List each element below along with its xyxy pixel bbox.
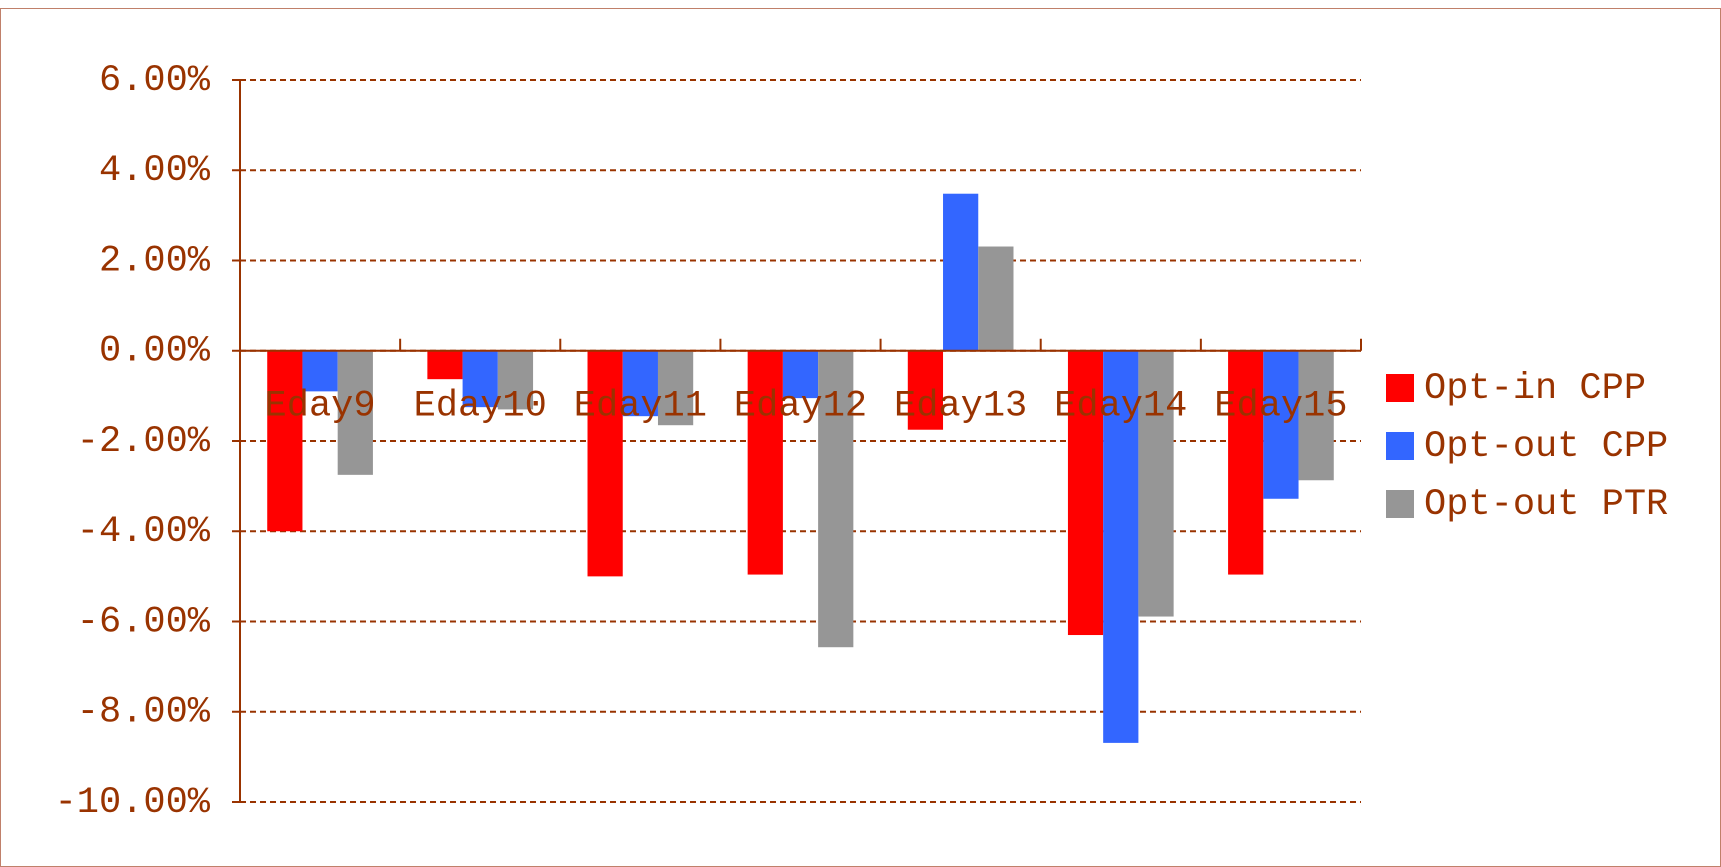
x-tick-label: Eday11 bbox=[574, 386, 707, 428]
y-tick-label: 4.00% bbox=[99, 150, 211, 192]
y-tick-label: 2.00% bbox=[99, 240, 211, 282]
bar bbox=[1263, 350, 1299, 499]
x-tick-label: Eday12 bbox=[734, 386, 867, 428]
y-tick-label: -10.00% bbox=[55, 782, 211, 824]
y-tick-label: -2.00% bbox=[77, 421, 211, 463]
bar bbox=[622, 350, 658, 417]
x-tick-label: Eday14 bbox=[1054, 386, 1187, 428]
legend-label: Opt-in CPP bbox=[1424, 368, 1646, 410]
bar bbox=[782, 350, 819, 399]
y-tick-label: -6.00% bbox=[77, 601, 211, 643]
x-tick-label: Eday13 bbox=[894, 386, 1027, 428]
bar bbox=[427, 350, 463, 380]
legend-label: Opt-out PTR bbox=[1424, 484, 1668, 526]
bar bbox=[978, 246, 1014, 351]
y-tick-label: 0.00% bbox=[99, 331, 211, 373]
legend-swatch bbox=[1386, 432, 1414, 460]
y-tick-label: -4.00% bbox=[77, 511, 211, 553]
bar bbox=[1138, 350, 1174, 617]
legend-swatch bbox=[1386, 490, 1414, 518]
bar bbox=[1103, 350, 1139, 743]
bar bbox=[907, 350, 944, 430]
bar bbox=[1067, 350, 1104, 636]
bar bbox=[747, 350, 783, 575]
bar bbox=[587, 350, 623, 577]
bar bbox=[943, 193, 979, 351]
legend-swatch bbox=[1386, 374, 1414, 402]
bar bbox=[1228, 350, 1264, 575]
bar bbox=[818, 350, 854, 648]
bar bbox=[337, 350, 373, 475]
legend-label: Opt-out CPP bbox=[1424, 426, 1668, 468]
y-tick-label: 6.00% bbox=[99, 60, 211, 102]
bar bbox=[1298, 350, 1334, 481]
bar bbox=[302, 350, 338, 392]
x-tick-label: Eday10 bbox=[414, 386, 547, 428]
bar bbox=[497, 350, 534, 410]
bar bbox=[267, 350, 303, 532]
bar bbox=[657, 350, 694, 426]
x-tick-label: Eday9 bbox=[265, 386, 376, 428]
bar bbox=[462, 350, 498, 408]
x-tick-label: Eday15 bbox=[1214, 386, 1347, 428]
y-tick-label: -8.00% bbox=[77, 692, 211, 734]
